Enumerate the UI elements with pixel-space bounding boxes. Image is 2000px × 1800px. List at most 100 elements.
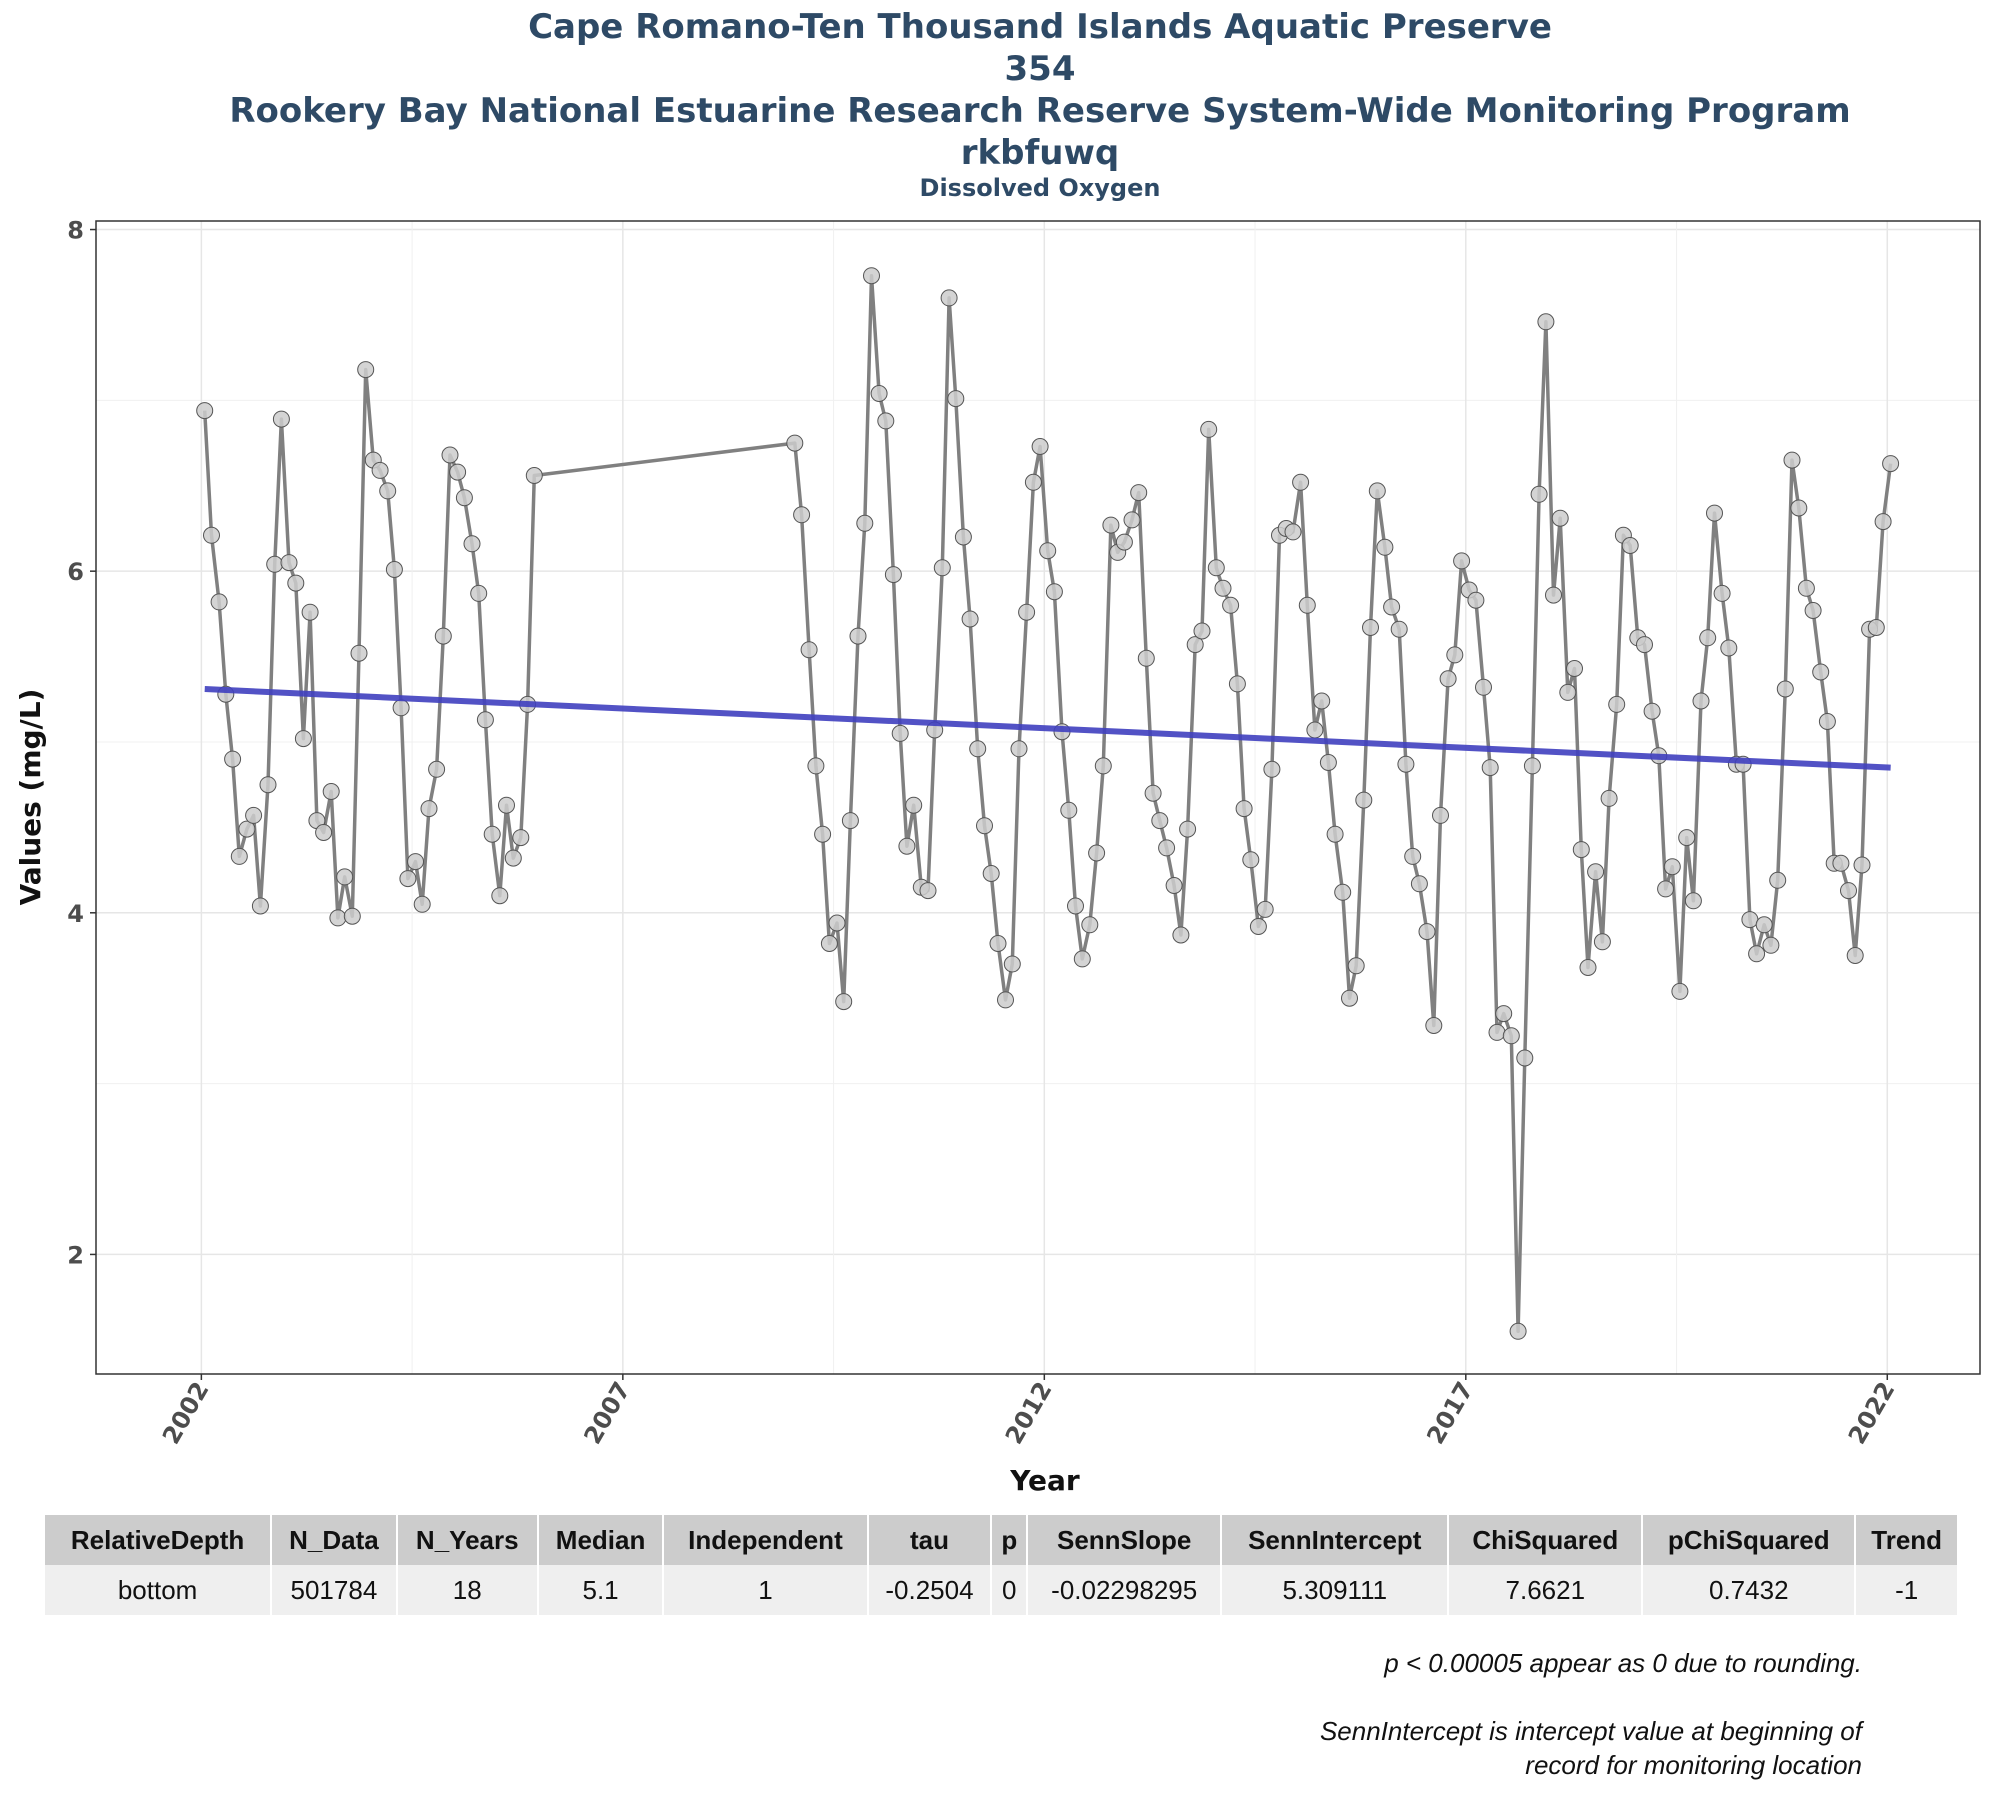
data-point <box>1418 923 1436 941</box>
data-point <box>1200 420 1218 438</box>
data-point <box>1249 918 1267 935</box>
data-point <box>483 825 501 843</box>
data-point <box>224 750 242 768</box>
data-point <box>504 849 522 867</box>
data-point <box>301 603 319 621</box>
data-point <box>1692 692 1710 710</box>
data-point <box>1094 757 1112 775</box>
data-point <box>961 610 979 628</box>
cell-sennslope: -0.02298295 <box>1028 1565 1221 1615</box>
data-point <box>1263 760 1281 778</box>
data-point <box>989 935 1007 952</box>
data-point <box>1832 854 1850 872</box>
data-point <box>1144 784 1162 802</box>
data-point <box>1165 877 1183 894</box>
y-tick-label: 8 <box>67 217 84 245</box>
data-point <box>196 402 214 420</box>
cell-pchisquared: 0.7432 <box>1643 1565 1855 1615</box>
data-point <box>1699 629 1717 647</box>
data-point <box>1235 800 1253 818</box>
data-point <box>982 865 1000 882</box>
data-point <box>1067 897 1084 915</box>
data-point <box>1010 740 1028 758</box>
data-point <box>210 593 228 611</box>
data-point <box>287 574 305 592</box>
data-point <box>1158 839 1176 857</box>
x-tick-label: 2002 <box>157 1377 215 1449</box>
data-point <box>1383 598 1401 616</box>
data-point <box>498 796 515 814</box>
data-point <box>1313 692 1331 710</box>
data-point <box>1326 825 1344 843</box>
data-point <box>891 724 909 742</box>
col-header-n-data: N_Data <box>272 1515 396 1565</box>
y-axis-ticks: 2 4 6 8 <box>67 217 96 1269</box>
data-point <box>905 796 923 814</box>
data-point <box>1362 619 1379 636</box>
data-point <box>336 868 354 886</box>
table-header-row: RelativeDepth N_Data N_Years Median Inde… <box>45 1515 1957 1565</box>
data-point <box>1446 646 1464 664</box>
x-tick-label: 2007 <box>578 1377 636 1449</box>
data-point <box>385 561 403 578</box>
rounding-note: p < 0.00005 appear as 0 due to rounding. <box>1384 1648 1862 1678</box>
chart-title-line-4: rkbfuwq <box>960 133 1120 173</box>
cell-median: 5.1 <box>538 1565 663 1615</box>
data-point <box>1306 721 1324 739</box>
data-point <box>1102 516 1120 534</box>
data-point <box>512 829 530 847</box>
data-point <box>1088 844 1106 862</box>
data-point <box>1298 596 1316 614</box>
data-point <box>1123 511 1141 529</box>
y-tick-label: 4 <box>67 900 84 928</box>
data-point <box>1812 663 1830 681</box>
cell-independent: 1 <box>664 1565 867 1615</box>
data-point <box>1222 596 1240 614</box>
data-point <box>1776 680 1794 698</box>
chart-title-line-3: Rookery Bay National Estuarine Research … <box>229 91 1851 131</box>
data-point <box>877 412 895 430</box>
x-axis-label: Year <box>1009 1464 1080 1497</box>
data-point <box>1410 875 1428 893</box>
col-header-sennintercept: SennIntercept <box>1222 1515 1448 1565</box>
data-point <box>203 526 220 544</box>
data-point <box>1214 579 1232 597</box>
data-point <box>470 584 488 602</box>
data-point <box>1081 916 1099 934</box>
data-point <box>441 446 459 464</box>
data-point <box>259 776 277 794</box>
data-point <box>849 627 867 645</box>
data-point <box>1390 620 1408 638</box>
data-point <box>1018 603 1036 621</box>
data-point <box>1663 858 1681 876</box>
data-point <box>420 800 438 818</box>
data-point <box>1355 791 1373 809</box>
data-point <box>800 641 818 659</box>
data-point <box>245 806 263 824</box>
data-point <box>933 559 951 577</box>
y-axis-label: Values (mg/L) <box>14 689 47 906</box>
data-point <box>1846 947 1864 964</box>
data-point <box>1818 713 1836 730</box>
col-header-relativedepth: RelativeDepth <box>45 1515 271 1565</box>
cell-relativedepth: bottom <box>45 1565 271 1615</box>
data-point <box>294 730 312 748</box>
col-header-median: Median <box>538 1515 663 1565</box>
cell-n-years: 18 <box>397 1565 537 1615</box>
data-point <box>856 514 874 532</box>
data-point <box>1292 473 1310 491</box>
data-point <box>793 506 811 524</box>
col-header-independent: Independent <box>664 1515 867 1565</box>
data-point <box>1867 619 1885 636</box>
data-point <box>1347 957 1365 975</box>
data-point <box>350 644 368 662</box>
data-point <box>1530 485 1548 503</box>
data-point <box>434 627 452 645</box>
data-point <box>1882 455 1900 473</box>
data-point <box>329 909 347 927</box>
data-point <box>1256 900 1274 918</box>
data-point <box>1284 523 1302 541</box>
data-point <box>371 461 389 479</box>
data-point <box>1467 591 1485 609</box>
data-point <box>1186 636 1204 654</box>
